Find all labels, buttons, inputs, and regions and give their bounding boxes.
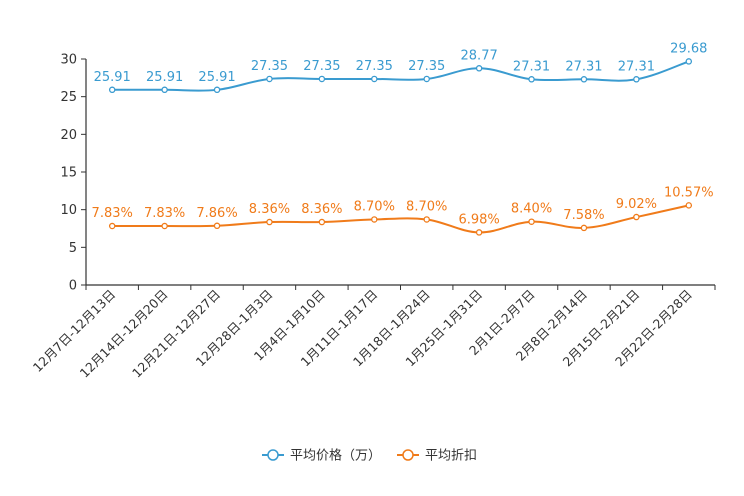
data-label: 9.02%: [616, 197, 657, 212]
x-tick-label: 12月21日-12月27日: [129, 287, 223, 381]
data-label: 27.35: [251, 59, 288, 74]
data-label: 25.91: [94, 70, 131, 85]
series-price: 25.91 25.91 25.91 27.35 27.35 27.35 27.35 28.77…: [94, 41, 707, 94]
data-point[interactable]: [213, 222, 221, 230]
data-label: 7.86%: [196, 206, 237, 221]
data-label: 27.31: [513, 59, 550, 74]
data-label: 25.91: [146, 70, 183, 85]
data-label: 27.35: [303, 59, 340, 74]
data-label: 27.35: [356, 59, 393, 74]
y-tick-label: 0: [69, 279, 77, 294]
data-label: 8.36%: [249, 202, 290, 217]
data-point[interactable]: [213, 86, 221, 94]
legend-marker-icon: [267, 449, 279, 461]
data-label: 7.83%: [92, 206, 133, 221]
data-point[interactable]: [685, 58, 693, 65]
data-label: 7.58%: [563, 208, 604, 223]
data-label: 8.70%: [406, 199, 447, 214]
data-label: 8.36%: [301, 202, 342, 217]
data-point[interactable]: [633, 76, 640, 83]
legend-item-price[interactable]: 平均价格（万）: [262, 448, 381, 464]
data-point[interactable]: [685, 202, 693, 209]
x-axis-ticks: 12月7日-12月13日12月14日-12月20日12月21日-12月27日12…: [30, 285, 716, 381]
y-tick-label: 15: [60, 166, 77, 181]
data-point[interactable]: [423, 216, 430, 223]
data-point[interactable]: [475, 65, 483, 72]
y-tick-label: 30: [60, 53, 77, 68]
series-layer: 25.91 25.91 25.91 27.35 27.35 27.35 27.35 28.77…: [92, 41, 714, 236]
legend-label: 平均价格（万）: [290, 448, 381, 464]
data-point[interactable]: [318, 75, 326, 83]
series-line: [112, 60, 690, 92]
data-point[interactable]: [580, 224, 588, 232]
data-label: 6.98%: [458, 212, 499, 227]
data-point[interactable]: [161, 222, 168, 230]
series-line: [112, 204, 690, 234]
data-label: 25.91: [198, 70, 235, 85]
data-point[interactable]: [528, 218, 535, 225]
data-label: 8.70%: [354, 199, 395, 214]
legend-marker-icon: [402, 449, 414, 461]
data-label: 29.68: [670, 41, 707, 56]
data-point[interactable]: [266, 75, 273, 83]
data-point[interactable]: [633, 213, 640, 221]
x-tick-label: 12月14日-12月20日: [77, 287, 171, 381]
series-discount: 7.83% 7.83% 7.86% 8.36% 8.36% 8.70% 8.70% 6.98%…: [92, 185, 714, 236]
legend-item-discount[interactable]: 平均折扣: [397, 449, 477, 464]
data-point[interactable]: [580, 76, 588, 83]
chart-axes: [85, 59, 715, 286]
data-point[interactable]: [318, 218, 326, 226]
legend[interactable]: 平均价格（万） 平均折扣: [262, 448, 477, 464]
data-point[interactable]: [371, 216, 378, 223]
data-label: 8.40%: [511, 202, 552, 217]
data-label: 27.31: [565, 59, 602, 74]
y-axis-ticks: 0 5 10 15 20 25 30: [60, 53, 86, 294]
data-point[interactable]: [475, 229, 483, 236]
data-point[interactable]: [423, 75, 430, 83]
data-point[interactable]: [528, 76, 535, 83]
y-tick-label: 5: [69, 241, 77, 256]
data-point[interactable]: [108, 222, 116, 230]
data-point[interactable]: [371, 75, 378, 83]
data-label: 27.31: [618, 59, 655, 74]
data-label: 10.57%: [664, 185, 714, 200]
data-label: 28.77: [461, 48, 498, 63]
y-tick-label: 20: [60, 128, 77, 143]
data-point[interactable]: [108, 86, 116, 94]
data-point[interactable]: [266, 218, 273, 226]
data-label: 7.83%: [144, 206, 185, 221]
data-label: 27.35: [408, 59, 445, 74]
data-point[interactable]: [161, 86, 168, 94]
legend-label: 平均折扣: [425, 449, 477, 464]
y-tick-label: 25: [60, 90, 77, 105]
y-tick-label: 10: [60, 203, 77, 218]
